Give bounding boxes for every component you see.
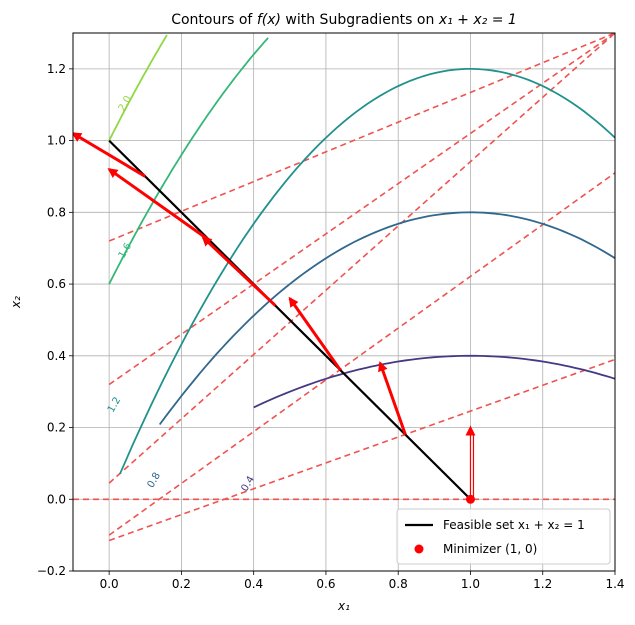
x-axis-label: x₁ (337, 599, 350, 613)
y-tick-label-1: 0.0 (47, 492, 66, 506)
contour-label-0.4: 0.4 (240, 474, 257, 493)
contour-line-2.0 (108, 34, 168, 142)
subgradient-arrow-3 (201, 236, 277, 307)
contour-label-0.8: 0.8 (146, 471, 163, 490)
y-tick-label-0: −0.2 (37, 564, 66, 578)
tangent-line-3 (108, 33, 615, 484)
y-tick-label-5: 0.8 (47, 205, 66, 219)
subgradient-arrow-2 (288, 296, 342, 372)
x-tick-label-5: 1.0 (461, 577, 480, 591)
y-tick-label-6: 1.0 (47, 134, 66, 148)
x-tick-label-3: 0.6 (316, 577, 335, 591)
y-tick-label-7: 1.2 (47, 62, 66, 76)
x-tick-label-4: 0.8 (389, 577, 408, 591)
subgradient-arrow-1 (378, 361, 407, 436)
legend: Feasible set x₁ + x₂ = 1 Minimizer (1, 0… (396, 508, 611, 565)
contour-label-1.6: 1.6 (117, 241, 134, 260)
y-tick-label-4: 0.6 (47, 277, 66, 291)
axes: 0.0 0.2 0.4 0.6 0.8 1.0 1.2 1.4 −0.2 0.0 0.2 0.4 0.6… (37, 62, 625, 591)
tangent-line-4 (108, 33, 615, 386)
plot-area (73, 33, 615, 542)
legend-minimizer-label: Minimizer (1, 0) (443, 542, 537, 556)
contour-line-0.8 (158, 211, 615, 426)
contour-line-0.4 (253, 354, 615, 409)
minimizer-point (465, 494, 475, 504)
legend-feasible-label: Feasible set x₁ + x₂ = 1 (443, 518, 585, 532)
x-tick-label-0: 0.0 (100, 577, 119, 591)
x-tick-label-2: 0.4 (244, 577, 263, 591)
x-tick-label-7: 1.4 (605, 577, 624, 591)
tangent-line-2 (108, 172, 615, 536)
x-tick-label-1: 0.2 (172, 577, 191, 591)
tangent-line-5 (108, 33, 615, 242)
contour-label-1.2: 1.2 (106, 395, 123, 414)
y-axis-label: x₂ (9, 296, 23, 309)
subgradient-arrow-5 (73, 132, 147, 178)
chart-title: Contours of f(x) with Subgradients on x₁… (171, 12, 517, 28)
feasible-set-line (108, 139, 472, 501)
plot-frame (72, 32, 616, 572)
legend-minimizer-swatch (414, 544, 424, 554)
y-tick-label-2: 0.2 (47, 421, 66, 435)
y-tick-label-3: 0.4 (47, 349, 66, 363)
x-tick-label-6: 1.2 (533, 577, 552, 591)
grid (73, 33, 616, 572)
contour-line-1.2 (119, 68, 615, 475)
contour-line-1.6 (108, 37, 269, 285)
legend-box (396, 508, 611, 565)
subgradient-arrow-4 (107, 168, 212, 243)
